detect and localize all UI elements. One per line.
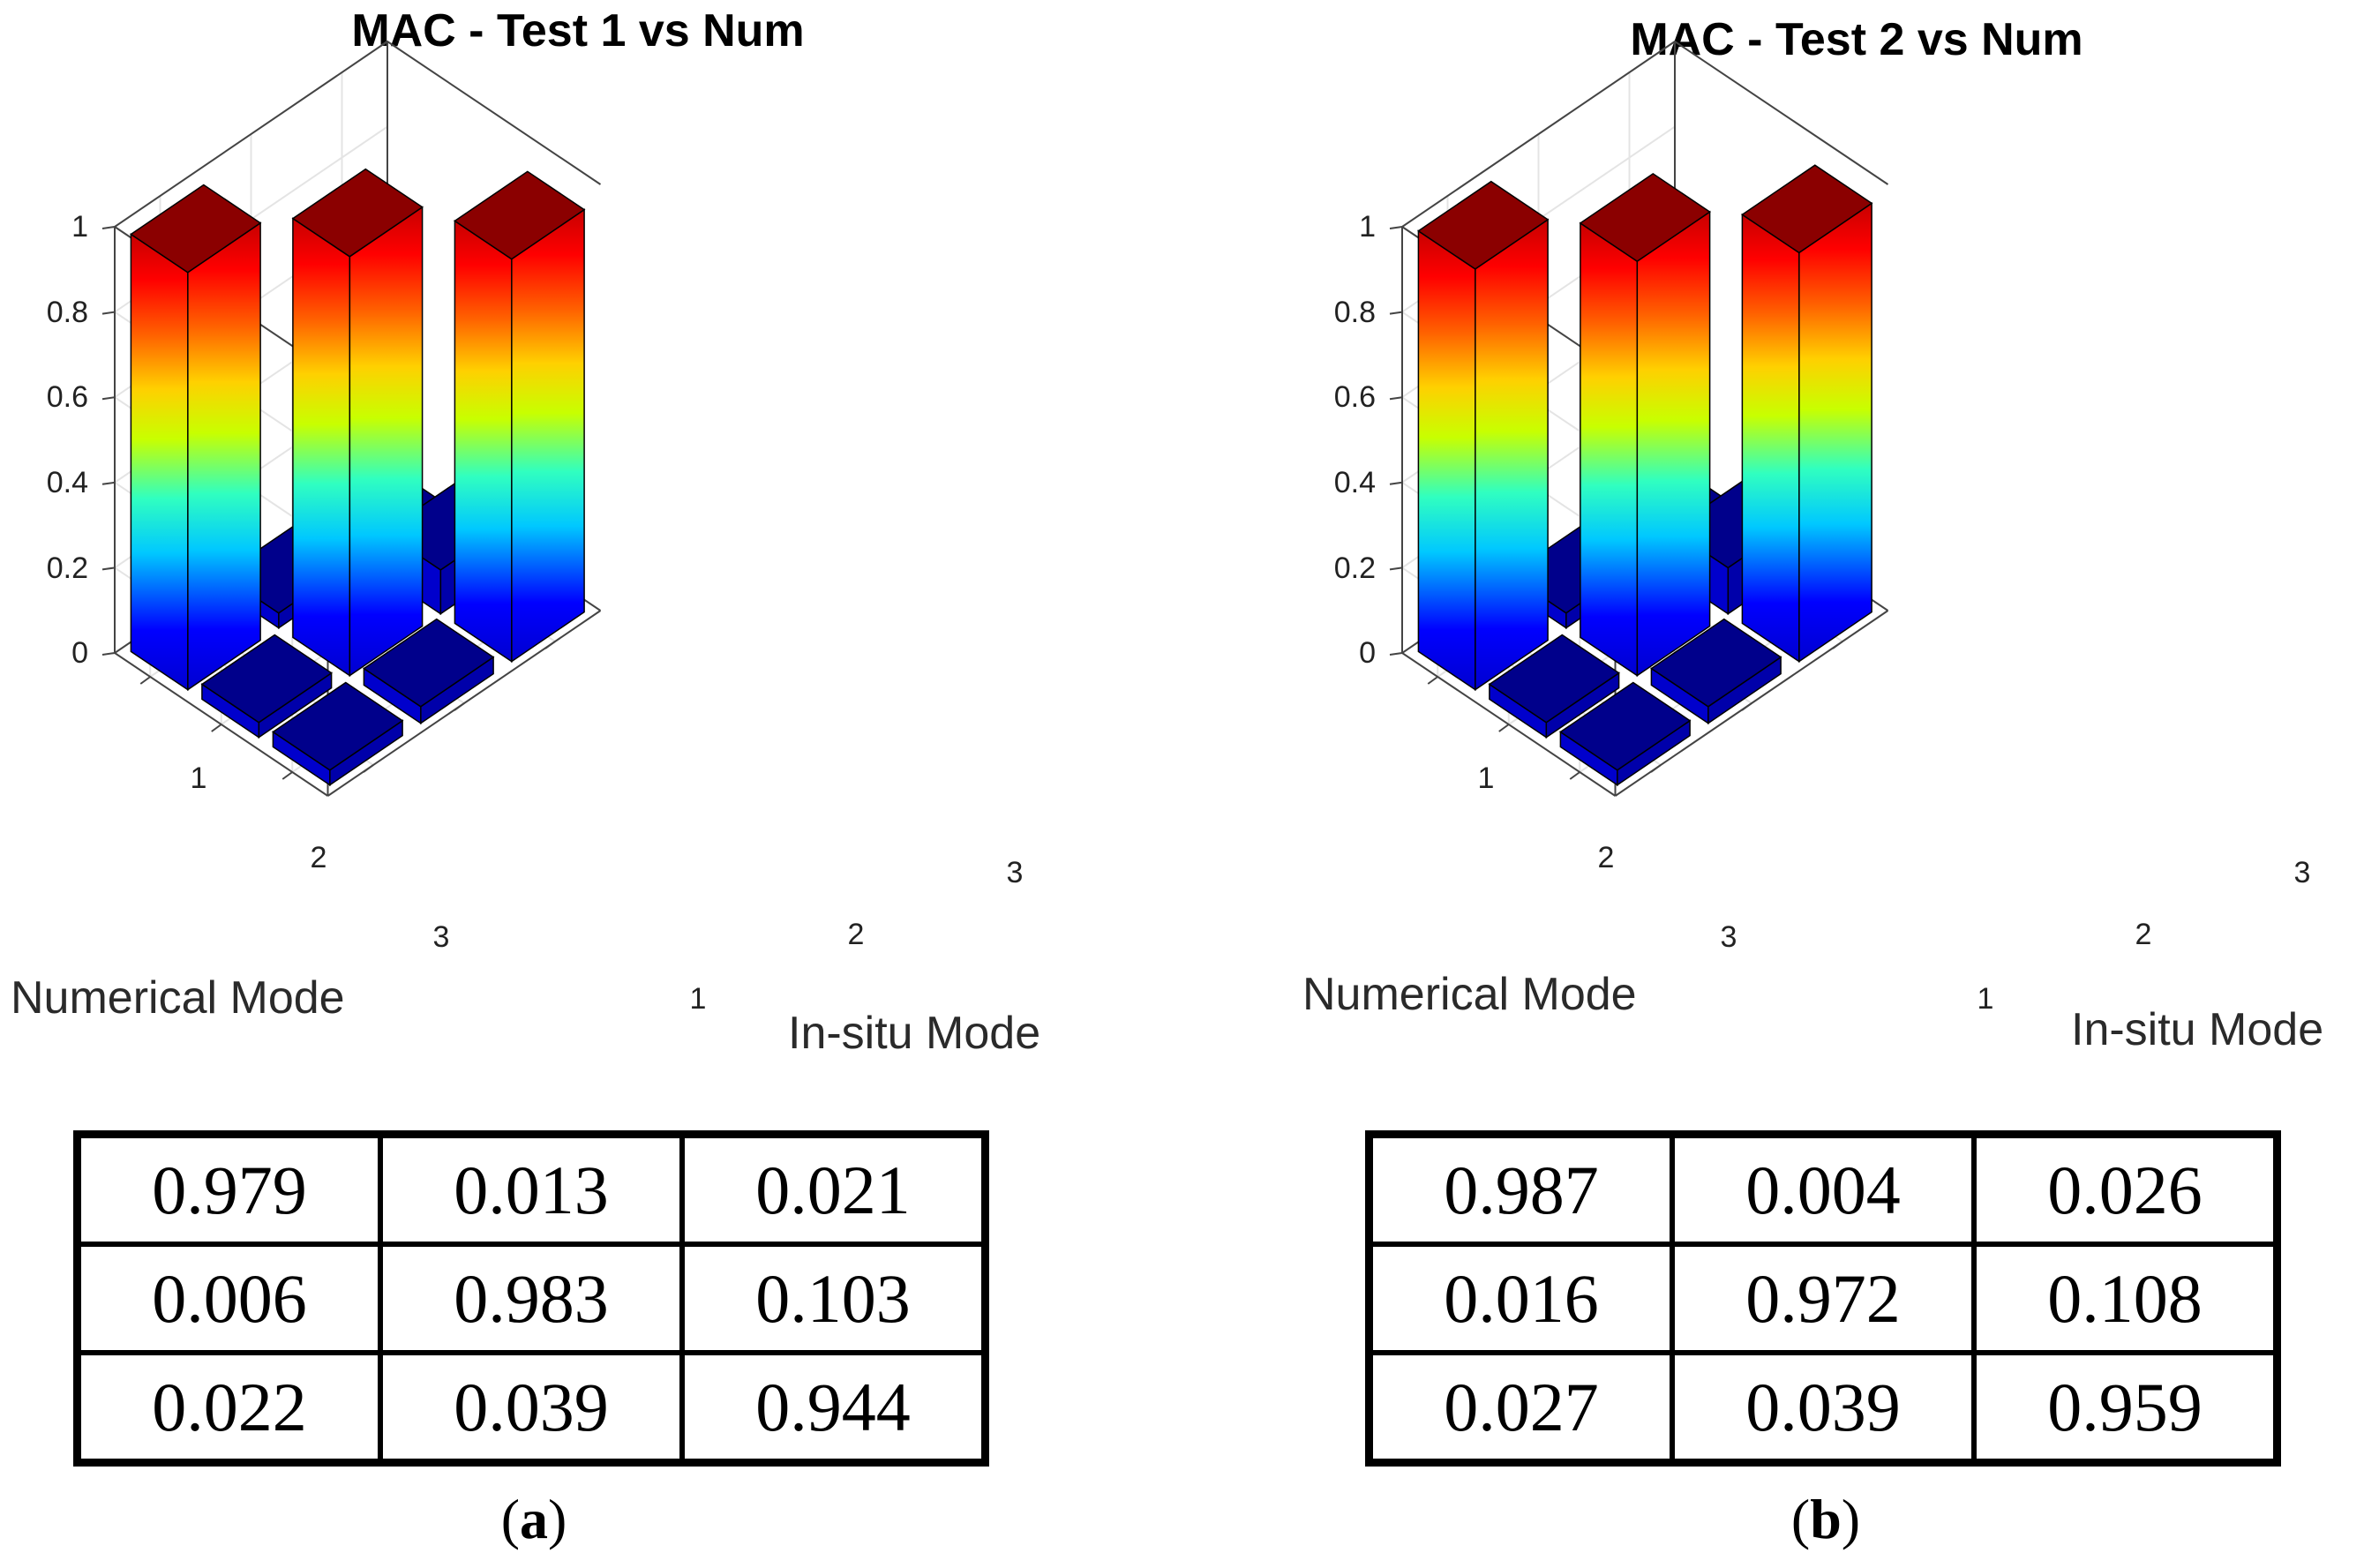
table-row: 0.022 0.039 0.944 <box>74 1350 988 1466</box>
mac-table-a: 0.979 0.013 0.021 0.006 0.983 0.103 0.02… <box>73 1130 989 1467</box>
mac-chart-a: MAC - Test 1 vs Num 0 0.2 0.4 0.6 0.8 1 … <box>11 5 1040 1059</box>
z-tick-label: 0.4 <box>1334 466 1376 499</box>
table-row: 0.006 0.983 0.103 <box>74 1242 988 1355</box>
z-tick-label: 1 <box>1359 210 1376 244</box>
table-cell: 0.944 <box>679 1350 988 1466</box>
table-cell: 0.027 <box>1366 1350 1675 1466</box>
table-row: 0.987 0.004 0.026 <box>1366 1131 2280 1247</box>
x-tick-label: 1 <box>1478 761 1495 795</box>
mac-chart-b: MAC - Test 2 vs Num 0 0.2 0.4 0.6 0.8 1 … <box>1302 14 2323 1055</box>
table-cell: 0.987 <box>1366 1131 1675 1247</box>
table-cell: 0.016 <box>1366 1242 1675 1355</box>
table-cell: 0.039 <box>378 1350 685 1466</box>
caption-letter: a <box>520 1488 548 1550</box>
x-axis-label: Numerical Mode <box>1302 969 1637 1020</box>
x-tick-label: 2 <box>311 841 327 874</box>
z-tick-label: 0.2 <box>1334 551 1376 585</box>
table-cell: 0.021 <box>679 1131 988 1247</box>
mac-table-b: 0.987 0.004 0.026 0.016 0.972 0.108 0.02… <box>1365 1130 2281 1467</box>
caption-letter: b <box>1810 1488 1842 1550</box>
chart-panel-a: MAC - Test 1 vs Num 0 0.2 0.4 0.6 0.8 1 … <box>11 5 1040 1552</box>
z-tick-label: 0 <box>71 636 88 670</box>
z-tick-label: 0.6 <box>47 380 88 414</box>
bar <box>1741 164 1873 664</box>
z-tick-label: 0.2 <box>47 551 88 585</box>
table-cell: 0.006 <box>74 1242 383 1355</box>
table-cell: 0.022 <box>74 1350 383 1466</box>
y-axis-label: In-situ Mode <box>788 1008 1040 1059</box>
z-tick-label: 1 <box>71 210 88 244</box>
table-cell: 0.979 <box>74 1131 383 1247</box>
table-cell: 0.108 <box>1971 1242 2280 1355</box>
x-tick-label: 2 <box>1598 841 1615 874</box>
z-tick-label: 0.8 <box>1334 296 1376 329</box>
y-tick-label: 3 <box>2294 856 2311 889</box>
y-tick-label: 2 <box>848 918 865 951</box>
x-axis-label: Numerical Mode <box>11 972 345 1024</box>
bar <box>1559 681 1692 787</box>
z-tick-label: 0.8 <box>47 296 88 329</box>
table-cell: 0.039 <box>1670 1350 1977 1466</box>
y-tick-label: 3 <box>1007 856 1024 889</box>
bar <box>1417 180 1550 692</box>
z-tick-label: 0 <box>1359 636 1376 670</box>
y-tick-label: 1 <box>1978 982 1994 1016</box>
bar <box>363 618 495 725</box>
chart-panel-b: MAC - Test 2 vs Num 0 0.2 0.4 0.6 0.8 1 … <box>1182 0 2363 1568</box>
z-tick-label: 0.6 <box>1334 380 1376 414</box>
table-row: 0.027 0.039 0.959 <box>1366 1350 2280 1466</box>
chart-title: MAC - Test 2 vs Num <box>1630 14 2083 65</box>
table-cell: 0.004 <box>1670 1131 1977 1247</box>
table-cell: 0.026 <box>1971 1131 2280 1247</box>
bar <box>1579 172 1711 678</box>
table-cell: 0.983 <box>378 1242 685 1355</box>
y-axis-label: In-situ Mode <box>2071 1004 2323 1055</box>
x-tick-label: 3 <box>433 920 450 954</box>
table-row: 0.979 0.013 0.021 <box>74 1131 988 1247</box>
caption-paren: ( <box>1790 1488 1811 1550</box>
caption-paren: ( <box>500 1488 520 1550</box>
caption-paren: ) <box>1841 1488 1861 1550</box>
figure-caption: (b) <box>1367 1487 2285 1552</box>
bar <box>291 168 424 678</box>
table-cell: 0.103 <box>679 1242 988 1355</box>
y-tick-label: 2 <box>2135 918 2152 951</box>
chart-title: MAC - Test 1 vs Num <box>351 5 804 56</box>
table-row: 0.016 0.972 0.108 <box>1366 1242 2280 1355</box>
table-cell: 0.959 <box>1971 1350 2280 1466</box>
caption-paren: ) <box>548 1488 567 1550</box>
table-cell: 0.972 <box>1670 1242 1977 1355</box>
x-tick-label: 1 <box>191 761 207 795</box>
bar <box>130 184 262 692</box>
bar <box>200 634 333 739</box>
x-tick-label: 3 <box>1721 920 1737 954</box>
figure-caption: (a) <box>75 1487 993 1552</box>
table-cell: 0.013 <box>378 1131 685 1247</box>
bar <box>272 681 404 787</box>
z-tick-label: 0.4 <box>47 466 88 499</box>
bar <box>1650 618 1782 725</box>
y-tick-label: 1 <box>690 982 707 1016</box>
bar <box>1488 634 1620 739</box>
bar <box>454 170 586 664</box>
